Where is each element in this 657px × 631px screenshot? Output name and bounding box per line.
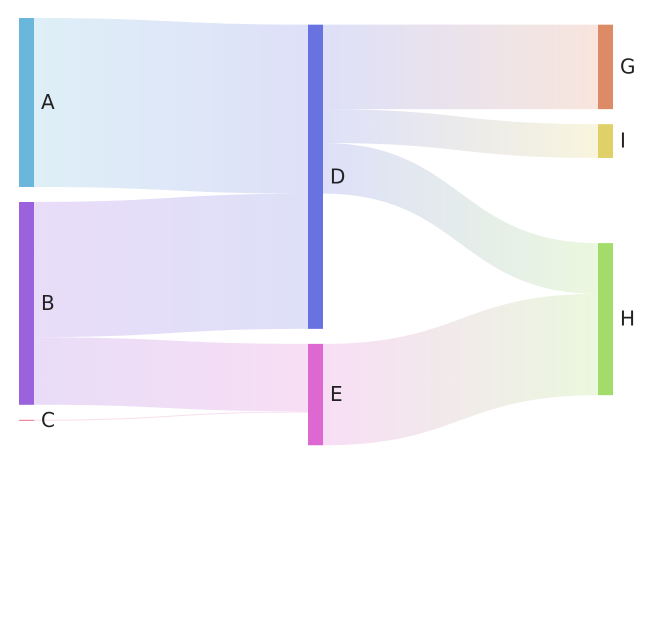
link <box>323 293 598 446</box>
node-label: A <box>41 90 55 114</box>
node <box>19 18 34 187</box>
node-label: H <box>620 307 635 331</box>
link <box>323 24 598 110</box>
node-label: C <box>41 408 55 432</box>
node <box>598 243 613 396</box>
node-label: G <box>620 54 636 78</box>
link <box>323 142 598 294</box>
node <box>308 343 323 446</box>
node <box>598 124 613 158</box>
node <box>308 24 323 329</box>
links <box>34 18 598 446</box>
node-label: B <box>41 291 55 315</box>
node <box>19 419 34 421</box>
node-label: E <box>330 382 343 406</box>
link <box>34 193 308 338</box>
link <box>323 109 598 158</box>
link <box>34 337 308 412</box>
link <box>34 18 308 194</box>
nodes: A B C D E G I H <box>19 18 636 446</box>
node <box>598 24 613 110</box>
link <box>34 411 308 421</box>
node-label: D <box>330 164 345 188</box>
node <box>19 202 34 405</box>
node-label: I <box>620 129 626 153</box>
